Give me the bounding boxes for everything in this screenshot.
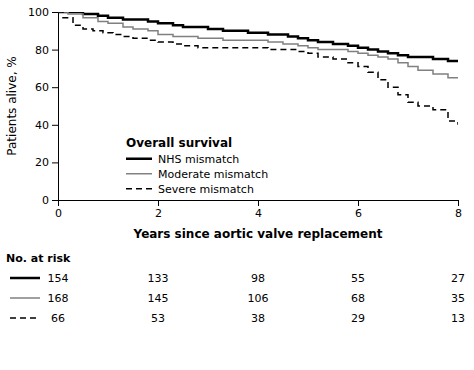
- x-axis-line: [59, 201, 459, 207]
- at-risk-count: 154: [48, 272, 69, 285]
- at-risk-count: 38: [251, 312, 265, 325]
- x-tick-label: 4: [255, 207, 262, 220]
- plot-area: [58, 12, 458, 125]
- at-risk-count: 27: [451, 272, 465, 285]
- y-tick: 20: [35, 156, 58, 169]
- y-tick: 40: [35, 119, 58, 132]
- x-tick-label: 2: [155, 207, 162, 220]
- y-tick-label: 20: [35, 156, 49, 169]
- at-risk-count: 55: [351, 272, 365, 285]
- y-tick-label: 40: [35, 119, 49, 132]
- y-axis-line: [52, 13, 59, 201]
- x-tick: 0: [55, 200, 62, 220]
- at-risk-key: [10, 317, 40, 319]
- at-risk-count: 53: [151, 312, 165, 325]
- legend: Overall survival NHS mismatch Moderate mis…: [126, 136, 268, 196]
- y-tick: 0: [42, 194, 58, 207]
- y-axis-title: Patients alive, %: [5, 56, 19, 155]
- at-risk-key: [10, 297, 40, 299]
- y-tick-label: 80: [35, 44, 49, 57]
- y-tick: 60: [35, 81, 58, 94]
- x-tick-label: 6: [355, 207, 362, 220]
- at-risk-count: 66: [51, 312, 65, 325]
- x-tick: 6: [355, 200, 362, 220]
- legend-entry: NHS mismatch: [158, 153, 239, 166]
- survival-curve: [58, 12, 458, 61]
- chart: 02468020406080100Patients alive, %Years …: [0, 0, 474, 370]
- legend-entry: Moderate mismatch: [158, 168, 268, 181]
- at-risk-title: No. at risk: [6, 252, 71, 265]
- x-axis-title: Years since aortic valve replacement: [133, 227, 383, 241]
- at-risk-count: 145: [148, 292, 169, 305]
- legend-swatch: [126, 188, 152, 190]
- at-risk-count: 133: [148, 272, 169, 285]
- x-tick: 4: [255, 200, 262, 220]
- y-tick-mark: [52, 162, 58, 163]
- legend-entry: Severe mismatch: [158, 183, 254, 196]
- at-risk-count: 106: [248, 292, 269, 305]
- legend-swatch: [126, 173, 152, 175]
- x-axis: 0 2 4 6 8: [55, 200, 462, 220]
- at-risk-key: [10, 277, 40, 280]
- x-tick-label: 0: [55, 207, 62, 220]
- x-tick-mark: [158, 200, 159, 206]
- legend-swatch: [126, 157, 152, 160]
- y-tick-mark: [52, 50, 58, 51]
- survival-curve: [58, 12, 458, 125]
- y-tick: 80: [35, 44, 58, 57]
- x-tick-label: 8: [455, 207, 462, 220]
- at-risk-count: 68: [351, 292, 365, 305]
- at-risk-count: 35: [451, 292, 465, 305]
- y-tick-label: 0: [42, 194, 49, 207]
- y-tick-mark: [52, 200, 58, 201]
- x-tick: 8: [455, 200, 462, 220]
- at-risk-count: 13: [451, 312, 465, 325]
- at-risk-count: 168: [48, 292, 69, 305]
- y-axis: 0 20 40 60 80 100: [28, 6, 59, 207]
- y-tick-mark: [52, 87, 58, 88]
- at-risk-count: 29: [351, 312, 365, 325]
- y-tick: 100: [28, 6, 58, 19]
- survival-curve: [58, 12, 458, 78]
- x-tick-mark: [458, 200, 459, 206]
- x-tick: 2: [155, 200, 162, 220]
- at-risk-count: 98: [251, 272, 265, 285]
- y-tick-label: 60: [35, 81, 49, 94]
- y-tick-mark: [52, 12, 58, 13]
- legend-title: Overall survival: [126, 136, 232, 150]
- x-tick-mark: [258, 200, 259, 206]
- y-tick-label: 100: [28, 6, 49, 19]
- x-tick-mark: [358, 200, 359, 206]
- y-tick-mark: [52, 125, 58, 126]
